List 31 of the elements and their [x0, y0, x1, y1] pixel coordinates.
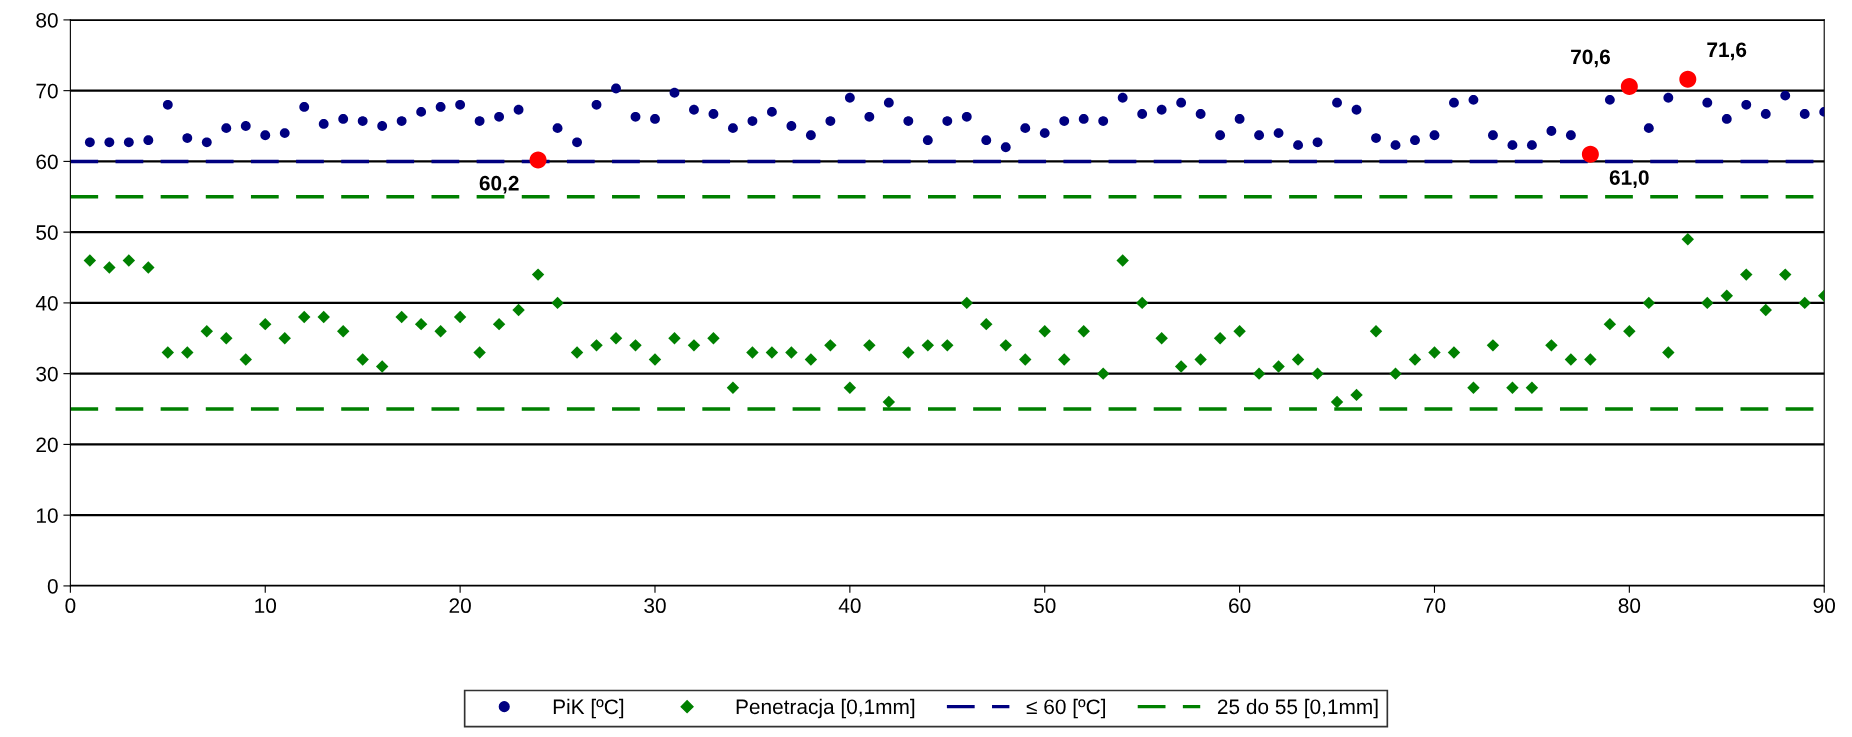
x-tick-label: 40 — [838, 598, 861, 614]
x-tick-label: 10 — [255, 598, 277, 614]
legend-label: Penetracja [0,1mm] — [736, 698, 915, 719]
y-tick-label: 20 — [36, 437, 58, 453]
x-tick-label: 80 — [1618, 598, 1641, 614]
y-tick-label: 10 — [36, 508, 58, 523]
y-tick-label: 80 — [36, 12, 58, 28]
annotation: 60,2 — [479, 175, 519, 194]
y-tick-label: 70 — [36, 83, 58, 99]
x-tick-label: 20 — [449, 598, 471, 614]
annotation: 71,6 — [1707, 42, 1747, 61]
x-tick-label: 30 — [644, 598, 666, 614]
legend-label: 25 do 55 [0,1mm] — [1217, 698, 1378, 719]
annotation: 61,0 — [1609, 170, 1649, 188]
x-tick-label: 50 — [1033, 598, 1056, 614]
y-tick-label: 50 — [36, 225, 58, 240]
legend-label: ≤ 60 [ºC] — [1026, 698, 1105, 719]
annotation: 70,6 — [1571, 49, 1610, 68]
y-tick-label: 40 — [35, 295, 58, 311]
point — [1620, 77, 1638, 95]
x-tick-label: 90 — [1813, 598, 1835, 614]
y-tick-label: 60 — [36, 154, 58, 170]
x-tick-label: 0 — [65, 598, 76, 614]
point — [1679, 70, 1697, 88]
point — [1581, 145, 1599, 163]
point — [529, 151, 547, 169]
y-tick-label: 0 — [47, 578, 58, 594]
x-tick-label: 70 — [1423, 598, 1446, 614]
legend-label: PiK [ºC] — [553, 698, 624, 719]
x-tick-label: 60 — [1229, 598, 1251, 614]
y-tick-label: 30 — [36, 366, 58, 382]
